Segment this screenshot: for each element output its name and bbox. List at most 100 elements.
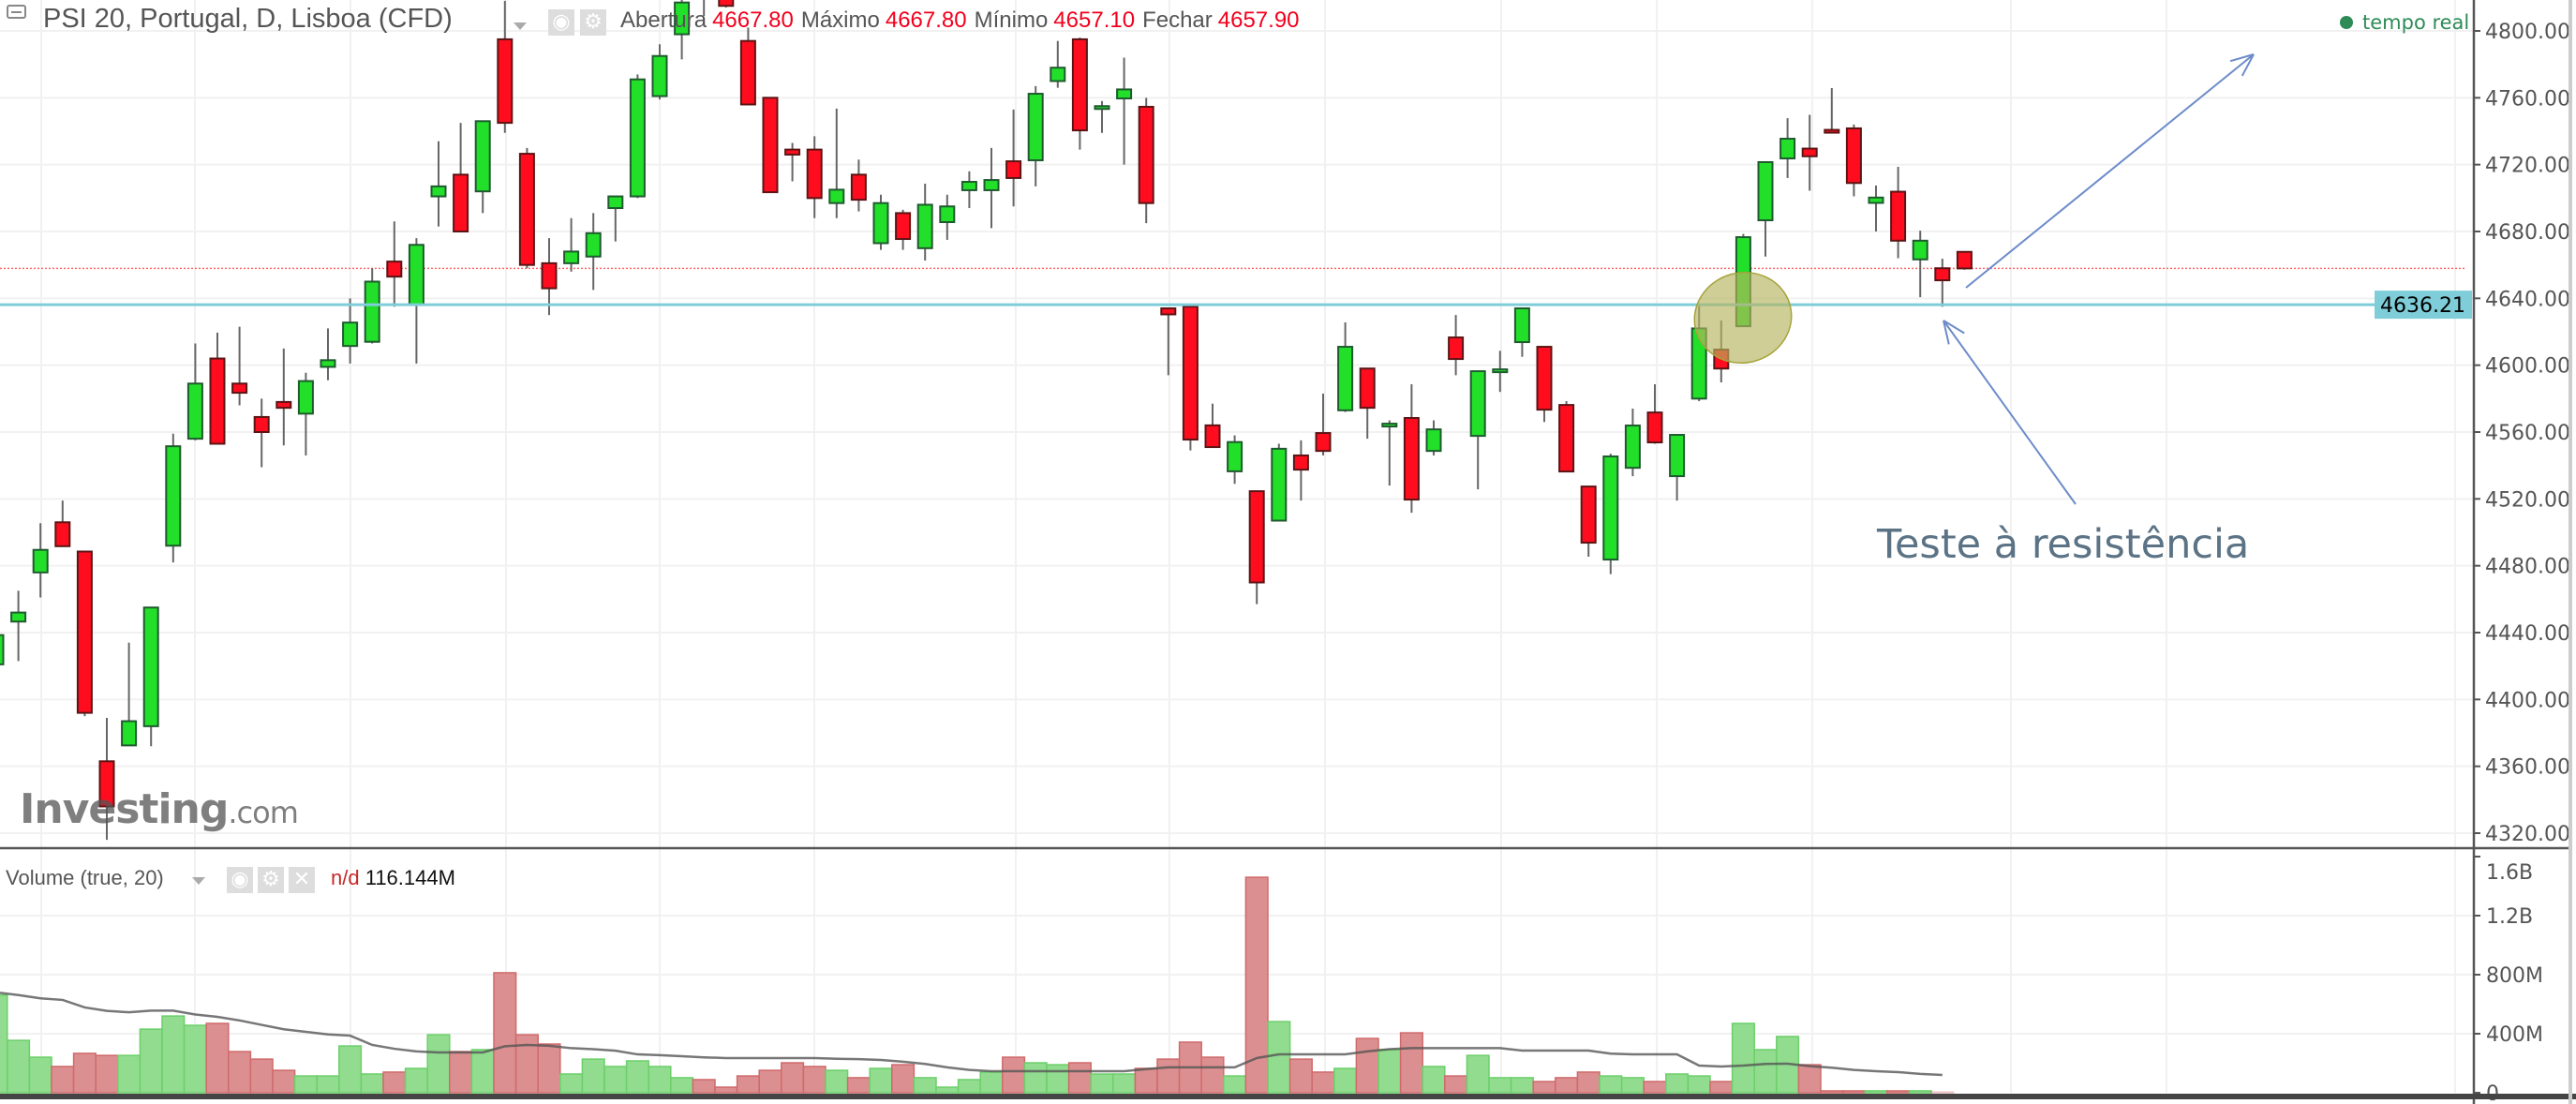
- candle-body: [518, 153, 535, 266]
- volume-bar: [714, 1086, 738, 1094]
- candle-body: [1116, 88, 1133, 100]
- volume-bar: [470, 1049, 495, 1094]
- volume-bar: [1599, 1075, 1623, 1094]
- volume-bar: [272, 1069, 296, 1094]
- gear-icon[interactable]: ⚙: [258, 867, 284, 893]
- candle-body: [1359, 367, 1376, 410]
- candles-group: [0, 0, 2464, 841]
- volume-bar: [581, 1058, 605, 1094]
- candle-body: [1425, 428, 1442, 453]
- candle-body: [960, 181, 977, 191]
- highlight-ellipse: [1693, 271, 1793, 365]
- candle-body: [1248, 490, 1265, 584]
- eye-icon[interactable]: ◉: [227, 867, 253, 893]
- volume-bar: [228, 1051, 252, 1094]
- volume-bar: [957, 1079, 981, 1094]
- candle-body: [1204, 424, 1221, 449]
- chevron-down-icon[interactable]: [192, 877, 205, 885]
- ohlc-label: Fechar: [1142, 7, 1213, 33]
- annotation-text: Teste à resistência: [1877, 521, 2250, 568]
- ohlc-value: 4657.10: [1053, 7, 1136, 33]
- y-tick-label: 4520.00: [2485, 488, 2570, 512]
- candle-body: [474, 120, 491, 193]
- realtime-label: tempo real: [2362, 11, 2470, 34]
- volume-bar: [802, 1066, 826, 1094]
- volume-bar: [1090, 1073, 1114, 1094]
- volume-bar: [72, 1052, 97, 1094]
- volume-bar: [1797, 1064, 1822, 1094]
- volume-bar: [603, 1066, 628, 1094]
- volume-bar: [1510, 1077, 1534, 1094]
- volume-bar: [692, 1079, 716, 1094]
- ohlc-label: Máximo: [800, 7, 880, 33]
- volume-bar: [1355, 1037, 1379, 1094]
- candle-body: [453, 173, 469, 233]
- y-tick-label: 4480.00: [2485, 556, 2570, 579]
- y-tick-label: 4600.00: [2485, 355, 2570, 379]
- volume-bar: [1267, 1021, 1291, 1094]
- collapse-icon[interactable]: [7, 5, 26, 19]
- volume-bar: [1532, 1081, 1556, 1094]
- volume-bar: [139, 1028, 163, 1094]
- candle-body: [253, 415, 270, 434]
- candle-body: [275, 400, 292, 410]
- volume-bar: [1753, 1049, 1778, 1094]
- candle-body: [497, 37, 514, 125]
- volume-bar: [1200, 1056, 1225, 1094]
- candle-body: [1071, 37, 1088, 132]
- y-tick-label: 4440.00: [2485, 622, 2570, 646]
- volume-bar: [1488, 1077, 1512, 1094]
- candle-body: [54, 521, 71, 547]
- candle-body: [1448, 336, 1465, 361]
- candle-body: [1094, 105, 1110, 111]
- y-tick-label: 4800.00: [2485, 21, 2570, 44]
- gear-icon[interactable]: ⚙: [580, 9, 606, 36]
- candle-body: [1292, 454, 1309, 471]
- volume-bar: [1908, 1090, 1932, 1094]
- volume-bar: [1399, 1032, 1423, 1094]
- eye-icon[interactable]: ◉: [548, 9, 574, 36]
- candle-body: [386, 261, 403, 278]
- candle-body: [1580, 485, 1597, 545]
- volume-bar: [559, 1073, 584, 1094]
- volume-bar: [514, 1034, 539, 1094]
- candle-body: [1315, 432, 1332, 453]
- volume-bar: [1244, 876, 1269, 1094]
- volume-bar: [758, 1069, 782, 1094]
- volume-bar: [1444, 1075, 1468, 1094]
- logo-suffix: .com: [228, 795, 299, 830]
- candle-body: [1160, 307, 1177, 316]
- volume-bar: [1576, 1071, 1601, 1094]
- volume-y-tick-label: 0: [2486, 1082, 2499, 1104]
- y-tick-label: 4640.00: [2485, 288, 2570, 311]
- candle-body: [1824, 128, 1840, 134]
- volume-bar: [7, 1039, 31, 1094]
- close-icon[interactable]: ✕: [289, 867, 315, 893]
- volume-y-tick-label: 1.6B: [2486, 861, 2533, 885]
- candle-body: [850, 173, 867, 201]
- y-tick-label: 4360.00: [2485, 756, 2570, 780]
- volume-bar: [935, 1086, 960, 1094]
- volume-bar: [293, 1075, 318, 1094]
- candle-body: [186, 382, 203, 440]
- status-dot-icon: [2340, 16, 2353, 29]
- candle-body: [1890, 190, 1907, 242]
- volume-bar: [1067, 1062, 1092, 1094]
- volume-bar: [28, 1056, 52, 1094]
- candle-body: [916, 203, 933, 249]
- volume-bar: [249, 1058, 274, 1094]
- chevron-down-icon[interactable]: [514, 22, 527, 30]
- volume-bar: [1930, 1091, 1955, 1094]
- candle-body: [1536, 346, 1553, 411]
- volume-bar: [0, 993, 8, 1094]
- candle-body: [629, 78, 646, 198]
- volume-label: Volume (true, 20): [6, 866, 164, 889]
- candle-body: [142, 606, 159, 727]
- volume-bar: [648, 1066, 672, 1094]
- volume-bar: [1002, 1056, 1026, 1094]
- candle-body: [1602, 455, 1619, 561]
- candle-body: [1227, 440, 1243, 472]
- volume-bar: [1333, 1067, 1358, 1094]
- candle-body: [718, 0, 735, 7]
